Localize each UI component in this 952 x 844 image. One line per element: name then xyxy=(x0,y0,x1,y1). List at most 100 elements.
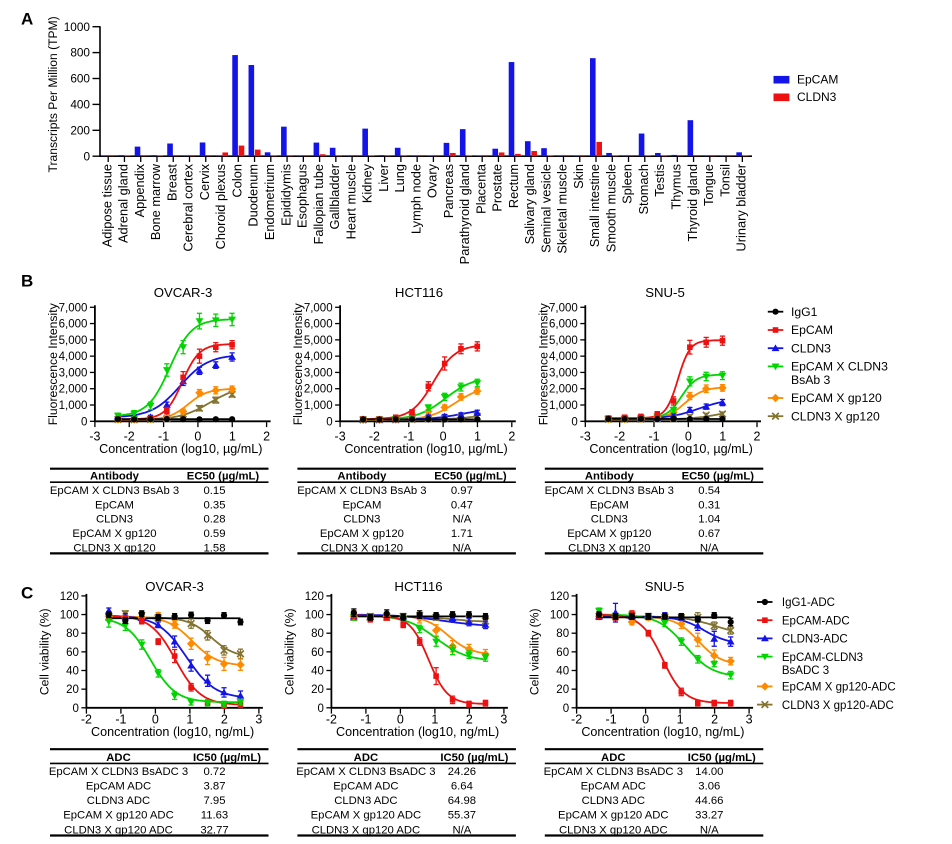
svg-text:EpCAM X CLDN3 BsADC 3: EpCAM X CLDN3 BsADC 3 xyxy=(544,766,683,778)
svg-text:5,000: 5,000 xyxy=(549,335,578,347)
svg-text:EpCAM-ADC: EpCAM-ADC xyxy=(782,615,850,627)
svg-text:6.64: 6.64 xyxy=(451,781,473,793)
svg-text:CLDN3 X gp120: CLDN3 X gp120 xyxy=(791,409,880,423)
svg-text:20: 20 xyxy=(66,684,79,696)
svg-text:2: 2 xyxy=(508,430,515,444)
svg-text:0: 0 xyxy=(83,149,90,163)
svg-text:3.06: 3.06 xyxy=(698,781,720,793)
svg-text:EpCAM X CLDN3: EpCAM X CLDN3 xyxy=(791,360,888,374)
svg-text:CLDN3-ADC: CLDN3-ADC xyxy=(782,634,848,646)
svg-text:400: 400 xyxy=(70,98,90,112)
svg-text:EpCAM X gp120 ADC: EpCAM X gp120 ADC xyxy=(63,810,174,822)
svg-text:0.67: 0.67 xyxy=(698,528,720,540)
svg-text:Choroid plexus: Choroid plexus xyxy=(213,164,228,249)
svg-text:6,000: 6,000 xyxy=(59,319,88,331)
svg-text:Rectum: Rectum xyxy=(506,164,521,208)
svg-text:Concentration (log10, µg/mL): Concentration (log10, µg/mL) xyxy=(344,442,507,456)
svg-text:40: 40 xyxy=(556,666,569,678)
svg-text:Concentration (log10, µg/mL): Concentration (log10, µg/mL) xyxy=(99,442,262,456)
svg-text:800: 800 xyxy=(70,46,90,60)
svg-text:20: 20 xyxy=(556,684,569,696)
svg-text:Colon: Colon xyxy=(230,164,245,197)
svg-text:A: A xyxy=(21,10,33,29)
svg-text:3: 3 xyxy=(255,713,262,727)
svg-text:Adrenal gland: Adrenal gland xyxy=(116,164,131,243)
svg-text:Cell viability (%): Cell viability (%) xyxy=(37,608,51,695)
svg-text:Urinary bladder: Urinary bladder xyxy=(734,163,749,251)
svg-text:Smooth muscle: Smooth muscle xyxy=(604,164,619,252)
svg-text:IC50 (µg/mL): IC50 (µg/mL) xyxy=(440,752,508,764)
svg-text:3: 3 xyxy=(500,713,507,727)
svg-text:EpCAM ADC: EpCAM ADC xyxy=(333,781,398,793)
svg-text:11.63: 11.63 xyxy=(201,810,228,822)
svg-text:ADC: ADC xyxy=(601,752,625,764)
svg-text:Cerebral cortex: Cerebral cortex xyxy=(181,163,196,251)
svg-text:Antibody: Antibody xyxy=(337,471,387,483)
svg-text:Prostate: Prostate xyxy=(490,164,505,212)
svg-text:Fluorescence Intensity: Fluorescence Intensity xyxy=(536,302,550,425)
svg-text:SNU-5: SNU-5 xyxy=(645,579,685,594)
svg-text:Breast: Breast xyxy=(164,164,179,201)
svg-text:Seminal vesicle: Seminal vesicle xyxy=(538,164,553,253)
svg-text:Thymus: Thymus xyxy=(669,164,684,210)
svg-text:Spleen: Spleen xyxy=(620,164,635,204)
svg-text:EC50 (µg/mL): EC50 (µg/mL) xyxy=(434,471,507,483)
svg-text:OVCAR-3: OVCAR-3 xyxy=(145,579,204,594)
svg-text:Pancreas: Pancreas xyxy=(441,164,456,218)
svg-text:Concentration (log10, ng/mL): Concentration (log10, ng/mL) xyxy=(336,725,499,739)
svg-text:1,000: 1,000 xyxy=(59,400,88,412)
svg-text:Esophagus: Esophagus xyxy=(295,164,310,228)
svg-text:EpCAM X gp120: EpCAM X gp120 xyxy=(567,528,651,540)
svg-text:0: 0 xyxy=(72,703,78,715)
svg-text:0: 0 xyxy=(317,703,323,715)
svg-text:Epididymis: Epididymis xyxy=(278,164,293,226)
svg-text:CLDN3: CLDN3 xyxy=(791,341,831,355)
svg-text:0: 0 xyxy=(81,416,87,428)
svg-text:Thyroid gland: Thyroid gland xyxy=(685,164,700,242)
svg-text:Cell viability (%): Cell viability (%) xyxy=(528,608,542,695)
svg-text:0.28: 0.28 xyxy=(204,514,226,526)
svg-text:Cervix: Cervix xyxy=(197,163,212,200)
svg-text:7,000: 7,000 xyxy=(549,302,578,314)
svg-text:SNU-5: SNU-5 xyxy=(645,285,685,300)
svg-text:EpCAM X gp120 ADC: EpCAM X gp120 ADC xyxy=(558,810,669,822)
svg-text:EpCAM X CLDN3 BsADC 3: EpCAM X CLDN3 BsADC 3 xyxy=(49,766,188,778)
svg-text:44.66: 44.66 xyxy=(695,795,723,807)
svg-text:IC50 (µg/mL): IC50 (µg/mL) xyxy=(688,752,756,764)
svg-text:0: 0 xyxy=(563,703,569,715)
svg-text:0.54: 0.54 xyxy=(698,485,720,497)
svg-text:Small intestine: Small intestine xyxy=(587,164,602,247)
svg-text:14.00: 14.00 xyxy=(695,766,723,778)
svg-text:Salivary gland: Salivary gland xyxy=(522,164,537,244)
svg-text:40: 40 xyxy=(311,666,324,678)
svg-text:1,000: 1,000 xyxy=(304,400,333,412)
svg-text:Ovary: Ovary xyxy=(425,163,440,198)
svg-text:7,000: 7,000 xyxy=(59,302,88,314)
svg-text:EpCAM-CLDN3: EpCAM-CLDN3 xyxy=(782,652,863,664)
svg-text:EpCAM X CLDN3 BsADC 3: EpCAM X CLDN3 BsADC 3 xyxy=(296,766,435,778)
svg-text:33.27: 33.27 xyxy=(695,810,723,822)
svg-text:EC50 (µg/mL): EC50 (µg/mL) xyxy=(187,471,260,483)
svg-text:24.26: 24.26 xyxy=(448,766,476,778)
svg-text:2: 2 xyxy=(263,430,270,444)
svg-text:0.31: 0.31 xyxy=(698,499,720,511)
svg-text:2: 2 xyxy=(754,430,761,444)
svg-text:80: 80 xyxy=(66,628,79,640)
svg-text:HCT116: HCT116 xyxy=(395,285,443,300)
svg-text:EpCAM: EpCAM xyxy=(590,499,629,511)
svg-text:Skeletal muscle: Skeletal muscle xyxy=(555,164,570,254)
svg-text:4,000: 4,000 xyxy=(549,351,578,363)
svg-text:EpCAM X CLDN3 BsAb 3: EpCAM X CLDN3 BsAb 3 xyxy=(297,485,426,497)
svg-text:200: 200 xyxy=(70,123,90,137)
svg-text:Concentration (log10, ng/mL): Concentration (log10, ng/mL) xyxy=(91,725,254,739)
svg-text:64.98: 64.98 xyxy=(448,795,476,807)
svg-text:3: 3 xyxy=(746,713,753,727)
svg-text:CLDN3 X gp120-ADC: CLDN3 X gp120-ADC xyxy=(782,700,894,712)
svg-text:0.72: 0.72 xyxy=(204,766,226,778)
svg-text:Adipose tissue: Adipose tissue xyxy=(99,164,114,247)
svg-text:40: 40 xyxy=(66,666,79,678)
svg-text:IC50 (µg/mL): IC50 (µg/mL) xyxy=(193,752,261,764)
svg-text:100: 100 xyxy=(60,610,79,622)
svg-text:EpCAM: EpCAM xyxy=(342,499,381,511)
svg-text:Duodenum: Duodenum xyxy=(246,164,261,227)
